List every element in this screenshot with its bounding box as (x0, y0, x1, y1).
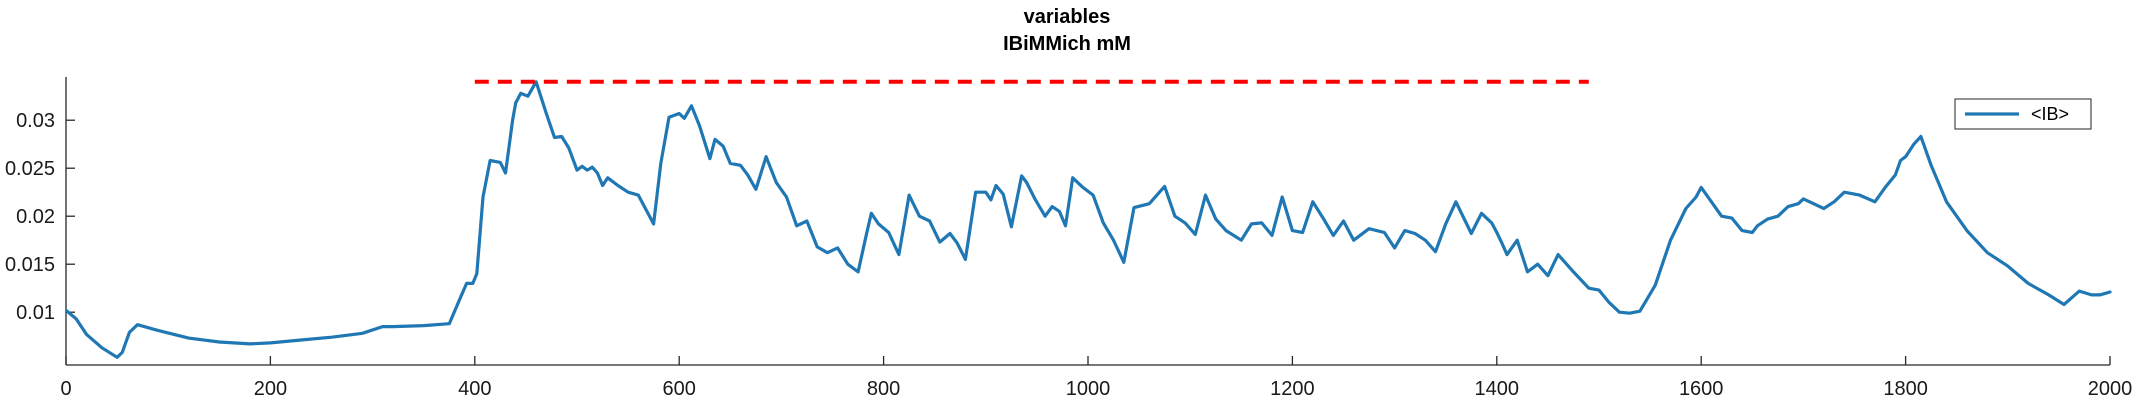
x-tick-label: 1800 (1883, 378, 1928, 400)
x-tick-label: 400 (458, 378, 491, 400)
y-tick-label: 0.03 (16, 110, 55, 132)
x-tick-label: 2000 (2088, 378, 2133, 400)
y-tick-label: 0.015 (5, 254, 55, 276)
x-tick-label: 600 (663, 378, 696, 400)
y-tick-label: 0.02 (16, 206, 55, 228)
x-tick-label: 200 (254, 378, 287, 400)
x-tick-label: 1400 (1475, 378, 1520, 400)
y-tick-label: 0.01 (16, 302, 55, 324)
x-tick-label: 800 (867, 378, 900, 400)
plot-area (66, 79, 2112, 359)
x-tick-label: 1000 (1066, 378, 1111, 400)
y-tick-label: 0.025 (5, 158, 55, 180)
chart-title: variables (1024, 6, 1111, 28)
axes: 0 200 400 600 800 1000 1200 1400 1600 1800 2000 0.0… (5, 77, 2132, 400)
series-line-ib (66, 80, 2112, 359)
x-tick-label: 0 (60, 378, 71, 400)
x-tick-label: 1200 (1270, 378, 1315, 400)
x-tick-label: 1600 (1679, 378, 1724, 400)
legend: <IB> (1954, 98, 2092, 130)
chart-subtitle: IBiMMich mM (1003, 33, 1131, 55)
legend-label: <IB> (2031, 104, 2069, 124)
